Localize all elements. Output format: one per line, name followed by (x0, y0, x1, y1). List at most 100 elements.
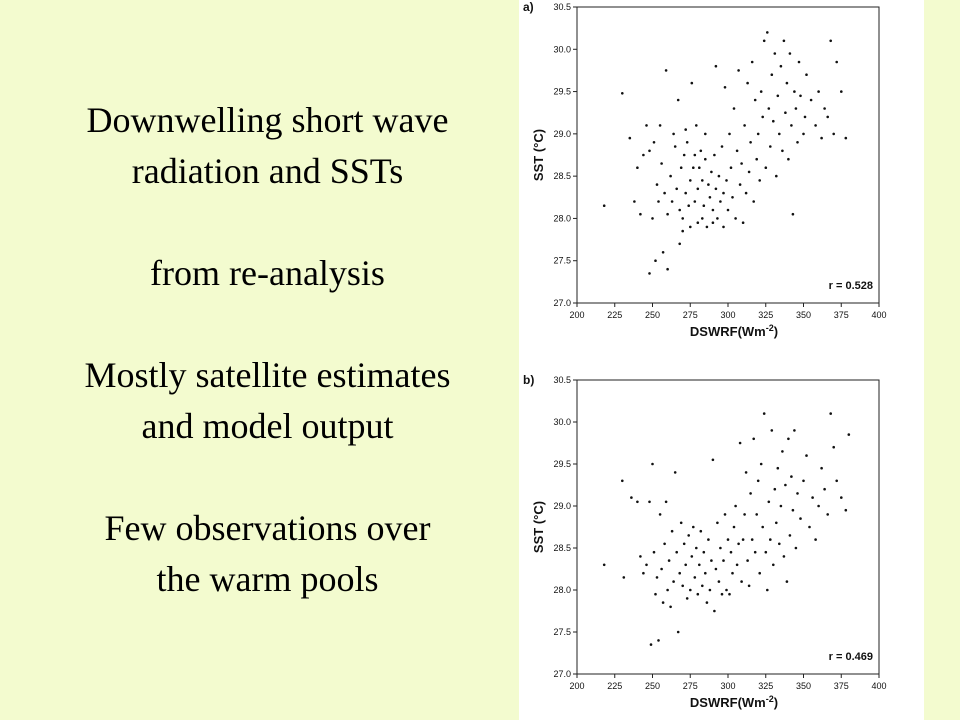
data-point (770, 73, 774, 76)
data-point (788, 534, 792, 537)
data-point (809, 98, 813, 102)
x-axis-label-exponent: -2 (766, 694, 774, 704)
data-point (769, 538, 772, 541)
data-point (732, 107, 736, 110)
data-point (681, 217, 684, 220)
data-point (761, 525, 764, 529)
data-point (772, 563, 775, 567)
data-point (685, 141, 689, 144)
y-tick-label: 29.0 (553, 129, 571, 139)
y-tick-label: 27.0 (553, 669, 571, 679)
x-tick-label: 350 (796, 681, 811, 691)
correlation-label: r = 0.469 (829, 651, 873, 663)
data-point (844, 136, 848, 140)
data-point (758, 571, 761, 575)
plot-frame (576, 6, 880, 304)
x-tick-label: 275 (683, 310, 698, 320)
data-point (784, 111, 787, 114)
data-point (840, 496, 843, 499)
data-point (699, 149, 703, 153)
data-point (791, 212, 795, 216)
data-point (770, 429, 774, 432)
data-point (667, 559, 671, 562)
data-point (693, 200, 697, 203)
data-point (696, 221, 700, 224)
data-point (802, 132, 805, 136)
data-point (731, 571, 734, 575)
data-point (717, 580, 721, 583)
data-point (728, 592, 731, 596)
data-point (776, 94, 780, 98)
data-point (713, 153, 716, 157)
data-point (673, 471, 677, 474)
data-point (779, 504, 783, 508)
data-point (720, 592, 724, 596)
data-point (814, 124, 817, 127)
scatter-figure: a) 200 225 250 275 300 325 350 375 400 27.0 27.5 28.… (523, 0, 887, 710)
data-point (710, 559, 713, 562)
data-point (717, 174, 721, 178)
text-line: the warm pools (156, 559, 379, 599)
data-point (791, 508, 795, 512)
data-point (720, 145, 724, 148)
y-axis-label: SST (°C) (531, 129, 546, 181)
data-point (749, 141, 752, 144)
y-tick-label: 30.0 (553, 417, 571, 427)
data-point (648, 149, 651, 153)
x-tick-label: 250 (645, 310, 660, 320)
data-point (735, 563, 739, 567)
correlation-label: r = 0.528 (829, 280, 873, 292)
data-point (772, 119, 775, 123)
data-point (723, 86, 727, 89)
data-point (814, 538, 817, 541)
data-point (687, 534, 690, 537)
data-point (621, 92, 624, 95)
data-point (746, 559, 749, 562)
data-point (767, 107, 771, 110)
data-point (664, 69, 668, 72)
data-point (621, 479, 624, 483)
data-point (695, 546, 698, 550)
data-point (776, 466, 780, 470)
data-point (782, 555, 786, 558)
data-point (682, 153, 686, 157)
data-point (784, 483, 787, 487)
data-point (628, 136, 632, 140)
data-point (710, 170, 713, 174)
data-point (728, 132, 731, 136)
data-point (808, 525, 811, 529)
data-point (675, 550, 678, 554)
y-tick-label: 30.5 (553, 375, 571, 385)
data-point (684, 563, 687, 567)
data-point (790, 475, 793, 478)
data-point (678, 208, 681, 212)
data-point (711, 208, 715, 212)
data-point (817, 90, 820, 93)
data-point (835, 479, 838, 483)
text-block-2: from re-analysis (20, 248, 515, 299)
data-point (778, 132, 781, 136)
data-point (702, 550, 706, 554)
data-point (636, 166, 639, 169)
data-point (648, 272, 651, 275)
data-point (737, 69, 740, 72)
data-point (820, 466, 823, 470)
data-point (802, 479, 805, 483)
data-point (722, 559, 725, 562)
data-point (664, 500, 668, 504)
data-point (648, 500, 651, 504)
data-point (755, 157, 758, 161)
data-point (840, 90, 843, 93)
data-point (753, 550, 757, 554)
data-point (744, 191, 748, 195)
data-point (708, 588, 712, 592)
data-point (817, 504, 820, 508)
data-point (660, 162, 663, 165)
data-point (729, 166, 733, 169)
data-point (678, 571, 681, 575)
data-point (707, 538, 710, 541)
data-point (782, 39, 786, 43)
data-point (752, 437, 755, 441)
data-point (750, 538, 754, 541)
data-point (622, 576, 626, 579)
